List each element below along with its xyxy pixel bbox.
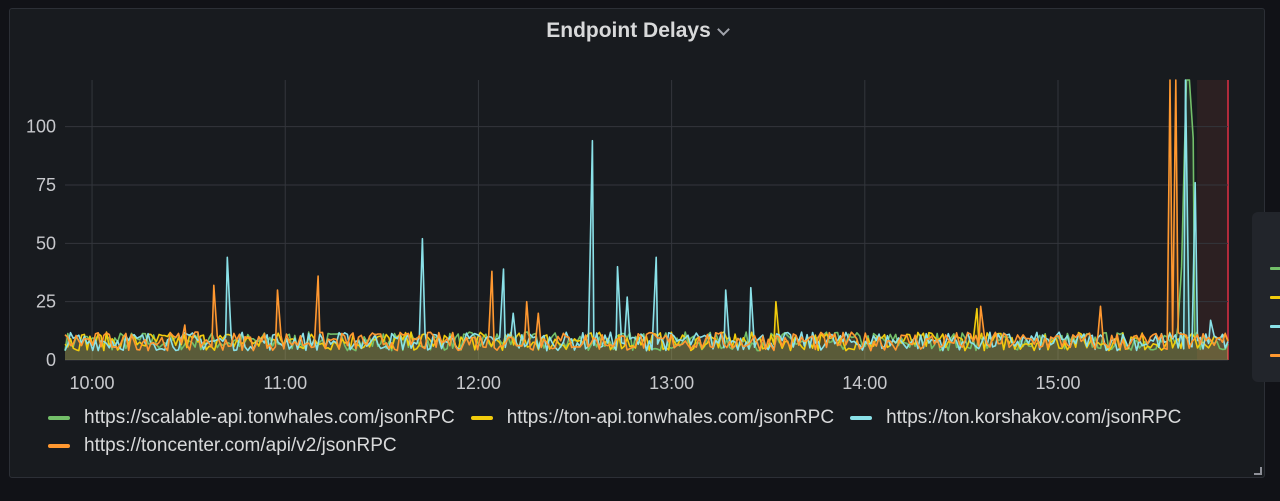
series-area [65,80,1228,360]
legend-label: https://toncenter.com/api/v2/jsonRPC [84,435,397,456]
highlight-region [1197,80,1228,360]
legend-label: https://scalable-api.tonwhales.com/jsonR… [84,407,455,428]
legend-swatch [470,416,493,420]
tooltip-series-swatch [1270,296,1280,299]
tooltip-series-swatch [1270,325,1280,328]
series-line [64,79,1229,352]
y-tick-label: 75 [36,175,56,195]
legend: https://scalable-api.tonwhales.com/jsonR… [48,407,1248,457]
panel-title[interactable]: Endpoint Delays [546,19,711,42]
legend-item[interactable]: https://ton.korshakov.com/jsonRPC [850,407,1181,429]
x-tick-label: 13:00 [649,373,694,393]
tooltip-series-swatch [1270,354,1280,357]
resize-handle-icon[interactable] [1254,467,1262,475]
x-tick-label: 14:00 [842,373,887,393]
legend-label: https://ton.korshakov.com/jsonRPC [886,407,1182,428]
tooltip-series-swatch [1270,267,1280,270]
series-line [64,79,1229,352]
y-tick-label: 0 [46,350,56,370]
panel-header[interactable]: Endpoint Delays [10,19,1264,43]
y-tick-label: 50 [36,233,56,253]
legend-swatch [850,416,873,420]
series-line [64,79,1229,352]
x-tick-label: 10:00 [70,373,115,393]
hover-tooltip-edge [1252,212,1280,382]
series-area [65,80,1228,360]
y-tick-label: 25 [36,292,56,312]
x-tick-label: 15:00 [1035,373,1080,393]
series-area [65,80,1228,360]
legend-swatch [48,444,70,448]
legend-item[interactable]: https://toncenter.com/api/v2/jsonRPC [48,435,397,457]
x-tick-label: 12:00 [456,373,501,393]
legend-item[interactable]: https://ton-api.tonwhales.com/jsonRPC [470,407,835,429]
x-tick-label: 11:00 [263,373,307,393]
y-tick-label: 100 [26,117,56,137]
legend-item[interactable]: https://scalable-api.tonwhales.com/jsonR… [48,407,455,429]
legend-label: https://ton-api.tonwhales.com/jsonRPC [506,407,835,428]
legend-swatch [48,416,70,420]
